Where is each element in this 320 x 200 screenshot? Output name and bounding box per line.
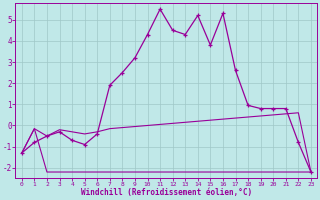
X-axis label: Windchill (Refroidissement éolien,°C): Windchill (Refroidissement éolien,°C) [81,188,252,197]
